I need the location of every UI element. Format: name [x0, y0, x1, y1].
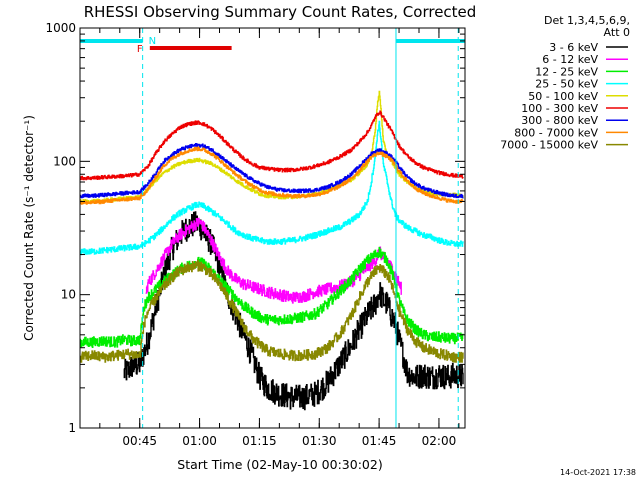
series-line-2	[145, 217, 402, 304]
chart-title: RHESSI Observing Summary Count Rates, Co…	[84, 3, 477, 21]
y-tick-label: 1	[68, 421, 76, 435]
legend-label-6: 100 - 300 keV	[521, 102, 598, 115]
legend-label-4: 25 - 50 keV	[535, 78, 598, 91]
legend-label-7: 300 - 800 keV	[521, 114, 598, 127]
y-axis-label: Corrected Count Rate (s⁻¹ detector⁻¹)	[22, 115, 36, 341]
x-tick-label: 02:00	[422, 434, 457, 448]
legend-label-8: 800 - 7000 keV	[514, 126, 598, 139]
x-tick-label: 01:00	[182, 434, 217, 448]
footer-timestamp: 14-Oct-2021 17:38	[560, 468, 636, 477]
legend-label-1: 3 - 6 keV	[549, 41, 598, 54]
series-line-9	[80, 259, 464, 363]
x-tick-label: 01:15	[242, 434, 277, 448]
plot-frame	[79, 27, 466, 429]
x-axis-label: Start Time (02-May-10 00:30:02)	[177, 457, 382, 472]
legend-label-3: 12 - 25 keV	[535, 65, 598, 78]
axis-layer: 1 10 100 1000 00:45 01:00 01:15 01:30 01:45 02:00	[45, 21, 465, 448]
x-tick-label: 01:30	[302, 434, 337, 448]
y-tick-label: 100	[53, 154, 76, 168]
flare-flag-label: F	[137, 44, 143, 55]
legend-header-detectors: Det 1,3,4,5,6,9,	[544, 14, 630, 27]
legend-header-attenuator: Att 0	[604, 26, 630, 39]
y-tick-label: 10	[61, 288, 76, 302]
night-flag-label: N	[149, 36, 156, 47]
series-line-3	[80, 246, 464, 348]
series-line-4	[80, 120, 464, 256]
plot-area: NF	[80, 28, 465, 428]
x-tick-label: 00:45	[122, 434, 157, 448]
legend-label-2: 6 - 12 keV	[542, 53, 598, 66]
legend-label-9: 7000 - 15000 keV	[500, 139, 598, 152]
flag-layer: NF	[80, 28, 465, 428]
series-line-8	[80, 146, 464, 205]
legend-label-5: 50 - 100 keV	[528, 90, 598, 103]
x-tick-label: 01:45	[362, 434, 397, 448]
series-layer	[80, 90, 464, 411]
series-line-7	[80, 143, 464, 199]
y-tick-label: 1000	[45, 21, 76, 35]
series-line-6	[80, 110, 464, 181]
